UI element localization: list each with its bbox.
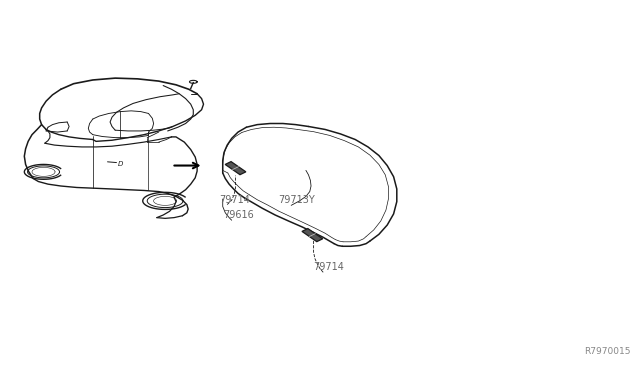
Polygon shape: [225, 161, 246, 175]
Text: 79713Y: 79713Y: [278, 195, 315, 205]
Text: 79714: 79714: [314, 262, 344, 272]
Text: R7970015: R7970015: [584, 347, 630, 356]
Text: 79714: 79714: [219, 195, 250, 205]
Polygon shape: [302, 228, 323, 242]
Text: D: D: [118, 161, 123, 167]
Text: 79616: 79616: [223, 210, 253, 220]
